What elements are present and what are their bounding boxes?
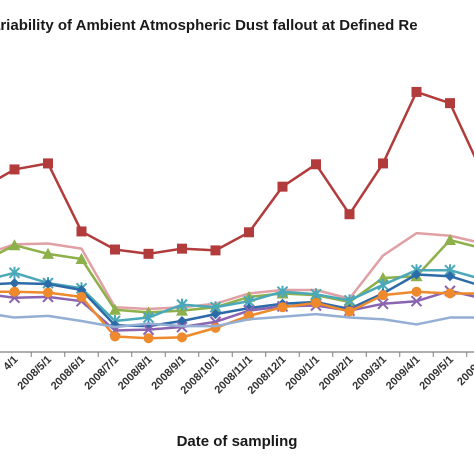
data-point [411,286,422,297]
data-point [377,271,389,283]
x-tick-marks [30,352,468,357]
chart-title: ariability of Ambient Atmospheric Dust f… [0,17,418,34]
data-point [445,98,455,109]
x-tick-label: 2009/3/1 [350,354,389,393]
data-point [9,286,20,297]
data-point [378,158,388,169]
data-point [109,303,121,315]
series-2 [0,231,474,311]
series-line [0,312,474,329]
data-point [210,309,221,320]
x-tick-label: 2008/6/1 [49,354,88,393]
x-tick-label: 2009/6/ [455,354,474,388]
x-tick-label: 2008/7/1 [82,354,121,393]
data-point [210,245,221,256]
data-point [110,331,120,342]
data-point [76,226,87,237]
data-point [9,164,20,175]
x-tick-label: 2009/1/1 [283,354,322,393]
data-point [9,278,20,289]
x-tick-label: 2008/5/1 [15,354,54,393]
x-tick-label: 2009/2/1 [317,354,356,393]
data-point [8,266,21,279]
series-line [0,90,474,256]
data-point [411,269,422,280]
series-line [0,268,474,323]
x-tick-label: 4/1 [1,354,20,373]
data-point [75,253,88,264]
data-point [344,306,355,317]
data-point [176,298,188,311]
data-point [444,234,456,246]
series-layer [0,86,474,344]
data-point [76,285,87,295]
series-line [0,273,474,328]
data-point [42,247,54,259]
x-tick-label: 2008/8/1 [116,354,155,393]
data-point [43,287,53,298]
series-line [0,231,474,311]
data-point [110,244,120,255]
data-point [445,288,455,299]
data-point [377,298,389,310]
data-point [277,181,288,192]
data-point [445,271,455,282]
data-point [311,297,321,308]
data-point [177,243,187,254]
data-point [142,323,155,336]
data-point [277,302,288,313]
data-point [177,332,187,343]
data-point [410,295,423,307]
series-line [0,289,474,332]
series-8 [0,312,474,329]
x-axis-title: Date of sampling [177,433,298,450]
data-point [378,290,388,301]
data-point [143,248,154,259]
data-point [344,209,355,220]
series-1 [0,86,474,259]
data-point [143,333,154,344]
x-tick-label: 2009/5/1 [417,354,456,393]
data-point [276,285,289,298]
data-point [8,239,21,251]
x-tick-label: 2009/4/1 [384,354,423,393]
data-point [43,158,53,169]
x-tick-labels: 4/12008/5/12008/6/12008/7/12008/8/12008/… [1,354,474,397]
data-point [244,227,254,238]
data-point [311,159,321,170]
data-point [76,291,87,302]
data-point [43,278,53,289]
data-point [411,86,422,97]
